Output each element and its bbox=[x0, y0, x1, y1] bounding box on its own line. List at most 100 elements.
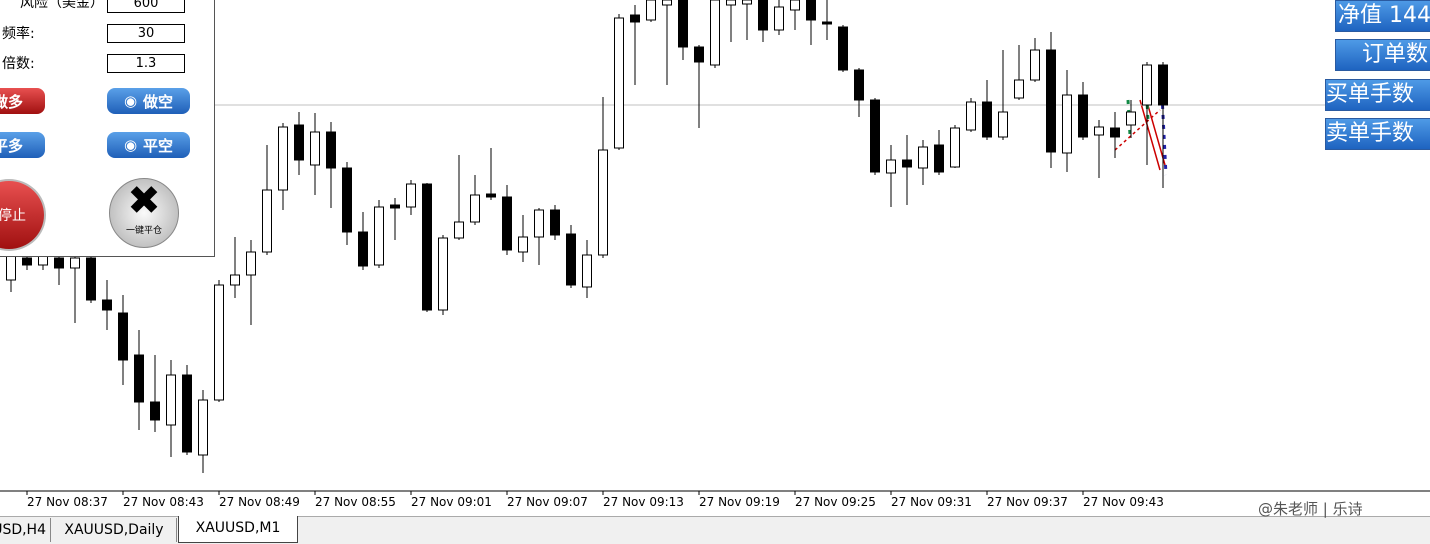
stop-button[interactable]: 停止 bbox=[0, 179, 46, 251]
candle-body bbox=[1126, 111, 1136, 126]
sell-lots-button[interactable]: 卖单手数 bbox=[1325, 118, 1430, 150]
candle-body bbox=[358, 231, 368, 267]
time-label: 27 Nov 09:01 bbox=[411, 495, 492, 509]
time-label: 27 Nov 08:43 bbox=[123, 495, 204, 509]
candle-body bbox=[950, 127, 960, 168]
buy-button[interactable]: 做多 bbox=[0, 88, 45, 114]
time-label: 27 Nov 09:13 bbox=[603, 495, 684, 509]
candle-body bbox=[390, 204, 400, 209]
freq-label: 频率: bbox=[2, 26, 35, 42]
time-label: 27 Nov 08:55 bbox=[315, 495, 396, 509]
candle-body bbox=[1030, 49, 1040, 81]
close-all-button[interactable]: ✖ 一键平仓 bbox=[109, 178, 179, 248]
candle-body bbox=[150, 401, 160, 421]
close-sell-button[interactable]: ◉ 平空 bbox=[107, 132, 190, 158]
tab[interactable]: XAUUSD,H4 bbox=[0, 518, 51, 542]
candle-body bbox=[838, 26, 848, 71]
candle-body bbox=[486, 193, 496, 198]
close-buy-button[interactable]: 平多 bbox=[0, 132, 45, 158]
time-label: 27 Nov 09:37 bbox=[987, 495, 1068, 509]
candle-body bbox=[54, 257, 64, 269]
candle-body bbox=[998, 111, 1008, 138]
candle-body bbox=[790, 0, 800, 11]
time-label: 27 Nov 09:43 bbox=[1083, 495, 1164, 509]
candle-body bbox=[182, 374, 192, 453]
candle-body bbox=[854, 69, 864, 101]
candle-body bbox=[518, 236, 528, 253]
candle-body bbox=[934, 144, 944, 173]
sell-button[interactable]: ◉ 做空 bbox=[107, 88, 190, 114]
chart: 27 Nov 08:37 27 Nov 08:43 27 Nov 08:49 27 N… bbox=[0, 0, 1430, 509]
control-panel: 风险（美金） 600 频率: 30 倍数: 1.3 做多 ◉ 做空 平多 ◉ 平空 … bbox=[0, 0, 215, 257]
candle-body bbox=[198, 399, 208, 456]
candle-body bbox=[294, 124, 304, 161]
candle-body bbox=[726, 0, 736, 6]
candle-body bbox=[822, 21, 832, 25]
candle-body bbox=[246, 251, 256, 276]
candle-body bbox=[1110, 127, 1120, 138]
candle-body bbox=[422, 183, 432, 311]
candle-body bbox=[982, 101, 992, 138]
candle-body bbox=[1094, 126, 1104, 136]
candle-body bbox=[342, 167, 352, 233]
candle-body bbox=[6, 254, 16, 281]
candle-body bbox=[438, 237, 448, 311]
candle-body bbox=[1062, 94, 1072, 154]
freq-input[interactable]: 30 bbox=[107, 24, 185, 43]
buy-lots-button[interactable]: 买单手数 bbox=[1325, 79, 1430, 111]
candle-body bbox=[694, 46, 704, 63]
candle-body bbox=[742, 0, 752, 5]
candle-body bbox=[662, 0, 672, 6]
candle-body bbox=[598, 149, 608, 256]
candle-body bbox=[614, 17, 624, 149]
orders-button[interactable]: 订单数 bbox=[1335, 39, 1430, 71]
candle-body bbox=[70, 257, 80, 269]
time-label: 27 Nov 08:49 bbox=[219, 495, 300, 509]
candle-body bbox=[406, 183, 416, 208]
candle-body bbox=[1078, 94, 1088, 138]
candle-body bbox=[710, 0, 720, 66]
candle-body bbox=[966, 101, 976, 131]
candle-body bbox=[566, 233, 576, 286]
candle-body bbox=[374, 206, 384, 266]
candle-body bbox=[902, 159, 912, 168]
risk-input[interactable]: 600 bbox=[107, 0, 185, 13]
time-label: 27 Nov 08:37 bbox=[27, 495, 108, 509]
candle-body bbox=[470, 194, 480, 223]
candle-body bbox=[230, 274, 240, 286]
candle-body bbox=[646, 0, 656, 21]
candle-body bbox=[326, 131, 336, 169]
candle-body bbox=[134, 354, 144, 403]
candle-body bbox=[918, 146, 928, 169]
time-label: 27 Nov 09:25 bbox=[795, 495, 876, 509]
candle-body bbox=[454, 221, 464, 239]
candle-body bbox=[102, 299, 112, 311]
time-label: 27 Nov 09:19 bbox=[699, 495, 780, 509]
candle-body bbox=[22, 257, 32, 266]
candle-body bbox=[310, 131, 320, 166]
candle-body bbox=[806, 0, 816, 21]
candle-body bbox=[278, 126, 288, 191]
candle-body bbox=[1158, 64, 1168, 106]
time-label: 27 Nov 09:07 bbox=[507, 495, 588, 509]
candle-body bbox=[262, 189, 272, 253]
risk-label: 风险（美金） bbox=[20, 0, 104, 11]
candle-body bbox=[1046, 49, 1056, 153]
candle-body bbox=[550, 209, 560, 236]
tab[interactable]: XAUUSD,Daily bbox=[52, 518, 177, 542]
candle-body bbox=[1142, 64, 1152, 106]
candle-body bbox=[1014, 79, 1024, 99]
mult-input[interactable]: 1.3 bbox=[107, 54, 185, 73]
mult-label: 倍数: bbox=[2, 56, 35, 72]
tab-active[interactable]: XAUUSD,M1 bbox=[178, 516, 298, 543]
candle-body bbox=[870, 99, 880, 173]
candle-body bbox=[86, 257, 96, 301]
candle-body bbox=[582, 254, 592, 288]
candle-body bbox=[678, 0, 688, 48]
equity-button[interactable]: 净值 144 bbox=[1335, 0, 1430, 32]
candle-body bbox=[774, 6, 784, 31]
candle-body bbox=[630, 14, 640, 23]
candle-body bbox=[214, 284, 224, 401]
candle-body bbox=[166, 374, 176, 426]
